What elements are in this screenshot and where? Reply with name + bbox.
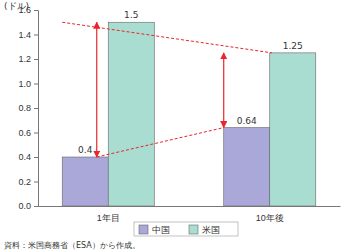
y-tick-label: 0.6: [18, 128, 31, 138]
legend: 中国 米国: [134, 222, 238, 236]
x-tick: 10年後: [256, 206, 284, 223]
bar: [224, 128, 270, 206]
dashed-connector: [62, 22, 272, 53]
dashed-connector: [97, 128, 224, 157]
y-tick: 1.2: [18, 54, 38, 64]
y-tick: 0.8: [18, 103, 38, 113]
bar: [108, 22, 154, 206]
y-tick-label: 0.4: [18, 152, 31, 162]
x-tick-label: 10年後: [256, 213, 284, 223]
gap-arrow: [223, 53, 224, 128]
y-tick: 0.0: [18, 201, 38, 211]
y-tick-label: 1.4: [18, 30, 31, 40]
bar: [62, 157, 108, 206]
y-tick-mark: [34, 108, 38, 109]
plot: 0.00.20.40.60.81.01.21.41.61年目10年後0.40.6…: [18, 5, 340, 223]
bar: [270, 53, 316, 206]
y-tick: 0.4: [18, 152, 38, 162]
data-label: 1.5: [124, 10, 138, 20]
data-labels: 0.4 0.64 1.5 1.25: [78, 10, 303, 155]
y-tick-label: 1.2: [18, 54, 31, 64]
y-tick-mark: [34, 10, 38, 11]
y-tick-mark: [34, 206, 38, 207]
x-tick: 1年目: [97, 206, 120, 223]
y-tick: 0.2: [18, 177, 38, 187]
chart: 0.00.20.40.60.81.01.21.41.61年目10年後0.40.6…: [0, 0, 346, 252]
legend-swatch: [189, 225, 198, 234]
y-axis-title: (ドル): [4, 1, 29, 11]
gap-arrow: [96, 22, 97, 157]
annotation-arrows: [62, 22, 272, 157]
y-tick-label: 0.8: [18, 103, 31, 113]
data-label: 0.4: [78, 145, 93, 155]
y-tick-label: 1.0: [18, 79, 31, 89]
legend-label: 中国: [152, 225, 170, 235]
y-tick-mark: [34, 59, 38, 60]
y-axis-line: [34, 11, 39, 207]
data-label: 0.64: [237, 116, 257, 126]
y-tick-label: 0.2: [18, 177, 31, 187]
bars: [62, 22, 316, 206]
y-tick-mark: [34, 35, 38, 36]
y-tick: 1.0: [18, 79, 38, 89]
y-tick: 1.4: [18, 30, 38, 40]
y-tick-mark: [34, 157, 38, 158]
y-tick: 0.6: [18, 128, 38, 138]
x-axis: 1年目 10年後: [39, 206, 341, 223]
x-axis-line: [39, 206, 341, 207]
y-axis: 0.00.20.40.60.81.01.21.41.6: [18, 5, 38, 211]
legend-swatch: [139, 225, 148, 234]
source-note: 資料：米国商務省（ESA）から作成。: [4, 241, 140, 250]
y-tick-mark: [34, 84, 38, 85]
y-tick-label: 0.0: [18, 201, 31, 211]
y-tick-mark: [34, 182, 38, 183]
legend-frame: [134, 222, 238, 236]
data-label: 1.25: [283, 41, 303, 51]
x-tick-label: 1年目: [97, 213, 120, 223]
y-tick-mark: [34, 133, 38, 134]
legend-label: 米国: [202, 225, 220, 235]
